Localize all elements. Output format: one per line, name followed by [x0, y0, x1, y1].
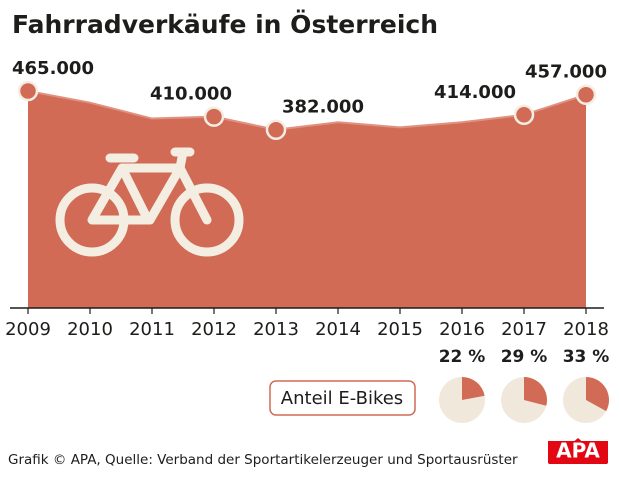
pie-slice	[462, 377, 485, 400]
chart-title: Fahrradverkäufe in Österreich	[12, 9, 438, 39]
x-tick-label: 2016	[439, 319, 485, 340]
pie-label: 22 %	[439, 347, 486, 367]
logo-bg	[548, 441, 608, 463]
point	[203, 106, 225, 127]
point	[265, 119, 287, 140]
pie-label: 29 %	[501, 347, 548, 367]
pie-slice	[524, 377, 547, 406]
value-label: 465.000	[12, 58, 94, 79]
x-tick-label: 2010	[67, 319, 113, 340]
x-tick-label: 2017	[501, 319, 547, 340]
x-tick-label: 2013	[253, 319, 299, 340]
area-edge	[27, 90, 587, 131]
x-tick-label: 2015	[377, 319, 423, 340]
area	[28, 91, 586, 308]
x-tick-label: 2014	[315, 319, 361, 340]
value-label: 414.000	[434, 82, 516, 103]
value-label: 457.000	[525, 62, 607, 83]
x-tick-label: 2011	[129, 319, 175, 340]
source-note: Grafik © APA, Quelle: Verband der Sporta…	[8, 452, 518, 468]
pie-slice	[586, 377, 609, 412]
x-tick-label: 2009	[5, 319, 51, 340]
legend-box	[269, 380, 416, 416]
value-label: 410.000	[150, 84, 232, 105]
legend-label: Anteil E-Bikes	[281, 388, 403, 409]
x-tick-label: 2018	[563, 319, 609, 340]
logo: APA	[556, 439, 600, 463]
point	[17, 80, 39, 102]
x-tick-label: 2012	[191, 319, 237, 340]
area-layer	[17, 80, 597, 308]
value-label: 382.000	[282, 97, 364, 118]
point	[575, 84, 597, 105]
bike-icon	[55, 147, 244, 257]
point	[513, 104, 535, 126]
pie-label: 33 %	[563, 347, 610, 367]
